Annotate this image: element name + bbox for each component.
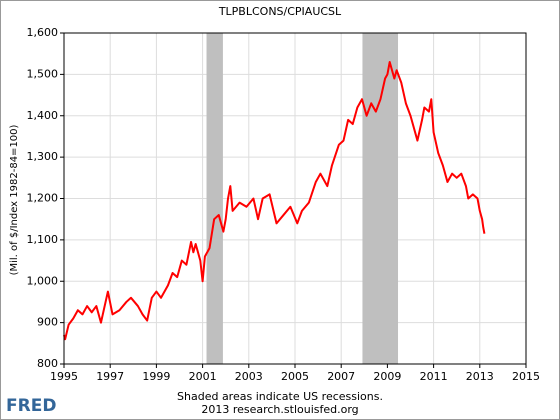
y-tick-label: 1,400 — [27, 109, 59, 122]
x-tick-label: 2005 — [281, 370, 309, 383]
x-tick-label: 2009 — [373, 370, 401, 383]
y-tick-label: 1,000 — [27, 274, 59, 287]
recession-band — [206, 33, 223, 364]
note: Shaded areas indicate US recessions. — [177, 390, 383, 403]
x-tick-label: 1995 — [50, 370, 78, 383]
x-tick-label: 1997 — [96, 370, 124, 383]
logo: FRED — [6, 396, 56, 416]
recession-band — [362, 33, 399, 364]
x-tick-label: 2011 — [420, 370, 448, 383]
x-tick-label: 1999 — [142, 370, 170, 383]
y-tick-label: 1,100 — [27, 233, 59, 246]
data-line — [63, 60, 486, 341]
x-tick-label: 2003 — [235, 370, 263, 383]
chart-title: TLPBLCONS/CPIAUCSL — [218, 5, 342, 18]
y-tick-label: 800 — [37, 357, 58, 370]
y-tick-label: 1,600 — [27, 26, 59, 39]
y-tick-label: 1,500 — [27, 67, 59, 80]
plot-border — [63, 32, 527, 365]
x-tick-label: 2007 — [327, 370, 355, 383]
y-tick-label: 1,200 — [27, 192, 59, 205]
y-axis-label: (Mil. of $/Index 1982-84=100) — [9, 124, 20, 275]
y-tick-label: 900 — [37, 316, 58, 329]
x-tick-label: 2001 — [189, 370, 217, 383]
y-tick-label: 1,300 — [27, 150, 59, 163]
x-tick-label: 2013 — [466, 370, 494, 383]
source: 2013 research.stlouisfed.org — [201, 403, 358, 416]
x-tick-label: 2015 — [512, 370, 540, 383]
